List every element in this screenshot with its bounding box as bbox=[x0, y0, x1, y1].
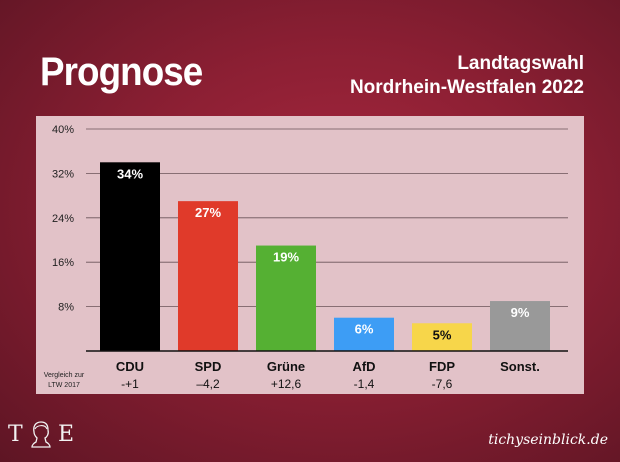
tichys-einblick-logo: T E bbox=[8, 420, 78, 450]
bar bbox=[412, 323, 472, 351]
logo-letter-e: E bbox=[58, 422, 75, 447]
bar-value-label: 19% bbox=[273, 250, 299, 265]
bar-value-label: 5% bbox=[433, 327, 452, 342]
bar-chart: 8% 16% 24% 32% 40% 34% CDU -+1 27% SPD –4,2 19% Grün… bbox=[44, 124, 568, 391]
x-category-label: SPD bbox=[195, 359, 222, 374]
bar bbox=[100, 162, 160, 351]
y-tick-label: 32% bbox=[52, 168, 74, 180]
y-tick-label: 16% bbox=[52, 257, 74, 269]
bar bbox=[256, 245, 316, 351]
chart-panel: 8% 16% 24% 32% 40% 34% CDU -+1 27% SPD –4,2 19% Grün… bbox=[36, 116, 584, 394]
bar bbox=[334, 317, 394, 351]
x-category-label: FDP bbox=[429, 359, 455, 374]
bar bbox=[178, 201, 238, 351]
comparison-value: -7,6 bbox=[432, 377, 453, 391]
comparison-caption-line-2: LTW 2017 bbox=[48, 382, 80, 389]
logo-letter-t: T bbox=[8, 422, 23, 447]
comparison-caption-line-1: Vergleich zur bbox=[44, 372, 85, 379]
bust-icon bbox=[31, 421, 51, 448]
y-tick-label: 24% bbox=[52, 213, 74, 225]
comparison-value: -+1 bbox=[121, 377, 139, 391]
site-url: tichyseinblick.de bbox=[488, 432, 608, 448]
y-tick-label: 40% bbox=[52, 124, 74, 136]
chart-subtitle: Landtagswahl Nordrhein-Westfalen 2022 bbox=[350, 52, 584, 100]
x-category-label: Sonst. bbox=[500, 359, 540, 374]
bar-value-label: 6% bbox=[355, 322, 374, 337]
bar-value-label: 9% bbox=[511, 305, 530, 320]
comparison-value: –4,2 bbox=[196, 377, 220, 391]
chart-heading: Prognose bbox=[40, 50, 203, 94]
x-category-label: AfD bbox=[352, 359, 375, 374]
comparison-value: +12,6 bbox=[271, 377, 302, 391]
comparison-value: -1,4 bbox=[354, 377, 375, 391]
x-category-label: Grüne bbox=[267, 359, 305, 374]
bar-value-label: 34% bbox=[117, 166, 143, 181]
x-category-label: CDU bbox=[116, 359, 144, 374]
subtitle-line-1: Landtagswahl bbox=[457, 53, 584, 74]
y-tick-label: 8% bbox=[58, 302, 74, 314]
bar-value-label: 27% bbox=[195, 205, 221, 220]
subtitle-line-2: Nordrhein-Westfalen 2022 bbox=[349, 77, 584, 98]
bar bbox=[490, 301, 550, 351]
